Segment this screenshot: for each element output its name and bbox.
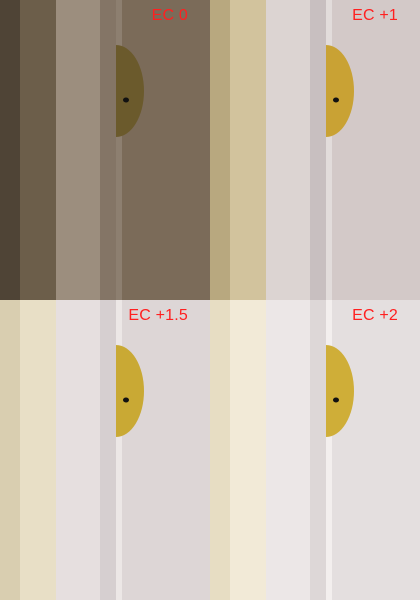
panel-ec-plus-2: EC +2	[210, 300, 420, 600]
door-panel	[326, 0, 420, 300]
exposure-label: EC +2	[352, 307, 398, 324]
trim-shadow	[100, 0, 116, 300]
trim-shadow	[100, 300, 116, 600]
wall-shadow-left	[210, 300, 230, 600]
door-trim	[266, 300, 316, 600]
panel-ec-plus-1-5: EC +1.5	[0, 300, 210, 600]
wall-shadow-left	[0, 0, 20, 300]
panel-ec-plus-1: EC +1	[210, 0, 420, 300]
trim-shadow	[310, 0, 326, 300]
door-edge	[116, 300, 122, 600]
exposure-label: EC 0	[151, 7, 188, 24]
wall-lit-strip	[230, 300, 266, 600]
doorframe-photo	[0, 300, 210, 600]
doorframe-photo	[210, 0, 420, 300]
wall-lit-strip	[20, 0, 56, 300]
wall-shadow-left	[0, 300, 20, 600]
wall-lit-strip	[20, 300, 56, 600]
door-trim	[56, 0, 106, 300]
doorframe-photo	[210, 300, 420, 600]
object-dark-spot	[333, 397, 339, 403]
wall-shadow-left	[210, 0, 230, 300]
yellow-half-disc-object	[326, 45, 354, 137]
door-trim	[266, 0, 316, 300]
door-panel	[116, 300, 210, 600]
exposure-label: EC +1.5	[128, 307, 188, 324]
object-dark-spot	[123, 97, 129, 103]
panel-ec-0: EC 0	[0, 0, 210, 300]
exposure-label: EC +1	[352, 7, 398, 24]
door-edge	[326, 0, 332, 300]
door-edge	[326, 300, 332, 600]
yellow-half-disc-object	[326, 345, 354, 437]
wall-lit-strip	[230, 0, 266, 300]
door-trim	[56, 300, 106, 600]
door-panel	[326, 300, 420, 600]
door-edge	[116, 0, 122, 300]
doorframe-photo	[0, 0, 210, 300]
yellow-half-disc-object	[116, 45, 144, 137]
trim-shadow	[310, 300, 326, 600]
door-panel	[116, 0, 210, 300]
object-dark-spot	[333, 97, 339, 103]
yellow-half-disc-object	[116, 345, 144, 437]
object-dark-spot	[123, 397, 129, 403]
